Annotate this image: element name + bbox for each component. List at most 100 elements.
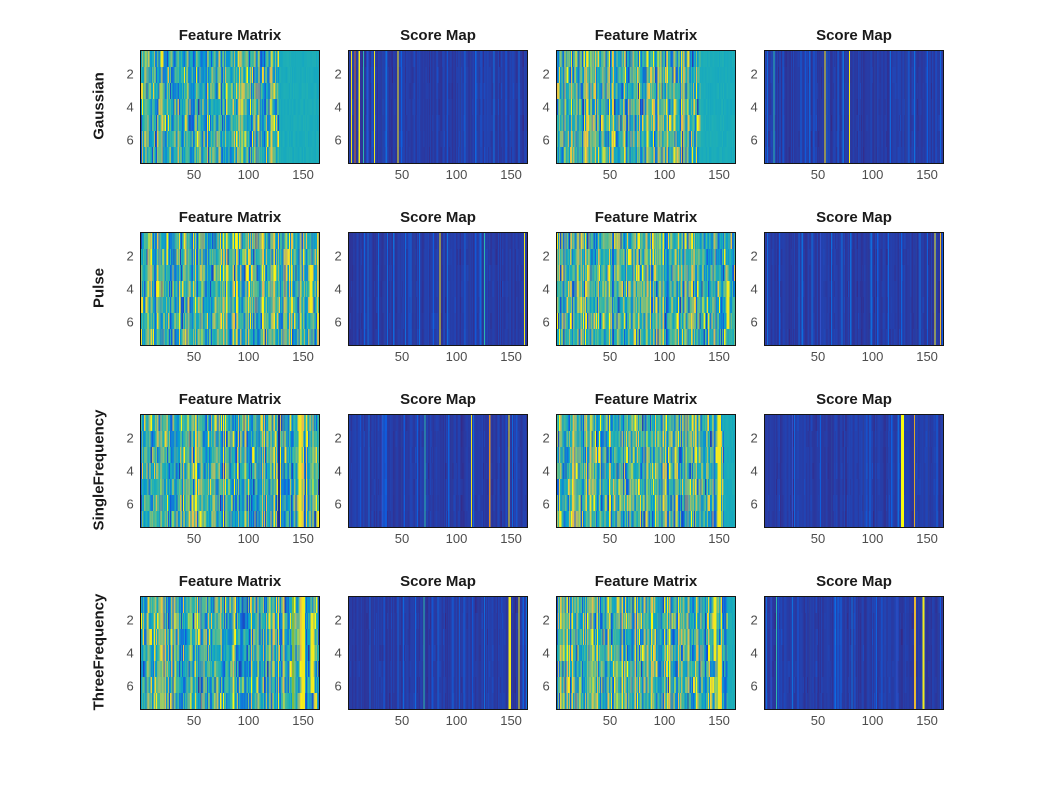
heatmap-axes: [347, 414, 528, 528]
subplot-pulse-feature-matrix-2: Feature Matrix 2 4 6 50 100 150: [528, 208, 736, 366]
x-tick-label: 100: [237, 713, 260, 728]
y-axis-ticks: 2 4 6: [320, 414, 348, 528]
chart-row-gaussian: Gaussian Feature Matrix 2 4 6 50 100 150 Score M…: [86, 26, 944, 184]
y-axis-ticks: 2 4 6: [112, 232, 140, 346]
x-tick-label: 100: [861, 531, 884, 546]
subplot-title: Score Map: [816, 27, 892, 44]
heatmap-axes: [555, 50, 736, 164]
subplot-pulse-score-map-1: Score Map 2 4 6 50 100 150: [320, 208, 528, 366]
x-axis-ticks: 50 100 150: [140, 164, 320, 184]
subplot-body: 2 4 6: [736, 414, 944, 528]
x-tick-label: 50: [810, 349, 826, 364]
subplot-body: 2 4 6: [736, 596, 944, 710]
y-tick-label: 2: [334, 248, 342, 264]
x-axis-ticks: 50 100 150: [348, 346, 528, 366]
y-axis-ticks: 2 4 6: [736, 596, 764, 710]
x-axis-ticks: 50 100 150: [140, 346, 320, 366]
x-tick-label: 100: [653, 713, 676, 728]
row-label-singlefrequency: SingleFrequency: [90, 409, 108, 531]
x-tick-label: 100: [653, 531, 676, 546]
heatmap-axes: [555, 414, 736, 528]
heatmap-canvas: [140, 233, 319, 345]
heatmap-axes: [139, 596, 320, 710]
x-tick-label: 50: [186, 531, 202, 546]
chart-row-pulse: Pulse Feature Matrix 2 4 6 50 100 150 Score Map 2…: [86, 208, 944, 366]
x-tick-label: 50: [394, 713, 410, 728]
x-axis-ticks: 50 100 150: [556, 528, 736, 548]
x-tick-label: 150: [708, 713, 730, 728]
subplot-title: Feature Matrix: [178, 27, 282, 44]
subplot-body: 2 4 6: [112, 596, 320, 710]
x-axis-ticks: 50 100 150: [348, 710, 528, 730]
x-tick-label: 100: [237, 167, 260, 182]
y-tick-label: 4: [334, 645, 342, 661]
chart-row-singlefrequency: SingleFrequency Feature Matrix 2 4 6 50 100 150…: [86, 390, 944, 548]
x-tick-label: 100: [861, 167, 884, 182]
subplot-singlefrequency-feature-matrix-2: Feature Matrix 2 4 6 50 100 150: [528, 390, 736, 548]
chart-row-threefrequency: ThreeFrequency Feature Matrix 2 4 6 50 100 150 S…: [86, 572, 944, 730]
x-tick-label: 50: [394, 349, 410, 364]
row-label-col: Gaussian: [86, 26, 112, 184]
y-tick-label: 6: [750, 132, 758, 148]
y-axis-ticks: 2 4 6: [528, 232, 556, 346]
x-tick-label: 100: [237, 531, 260, 546]
x-tick-label: 150: [708, 167, 730, 182]
y-tick-label: 2: [334, 66, 342, 82]
y-tick-label: 4: [126, 645, 134, 661]
x-axis-ticks: 50 100 150: [556, 164, 736, 184]
subplot-body: 2 4 6: [736, 50, 944, 164]
y-tick-label: 6: [126, 132, 134, 148]
heatmap-canvas: [140, 51, 319, 163]
y-tick-label: 2: [542, 430, 550, 446]
y-tick-label: 4: [126, 99, 134, 115]
row-label-pulse: Pulse: [90, 267, 108, 309]
y-tick-label: 6: [334, 496, 342, 512]
subplot-gaussian-feature-matrix-2: Feature Matrix 2 4 6 50 100 150: [528, 26, 736, 184]
subplot-body: 2 4 6: [320, 50, 528, 164]
subplot-title: Score Map: [400, 573, 476, 590]
subplot-threefrequency-score-map-3: Score Map 2 4 6 50 100 150: [736, 572, 944, 730]
x-tick-label: 150: [916, 713, 938, 728]
x-tick-label: 50: [810, 531, 826, 546]
x-tick-label: 100: [445, 167, 468, 182]
row-label-col: ThreeFrequency: [86, 572, 112, 730]
y-tick-label: 2: [750, 430, 758, 446]
y-tick-label: 6: [542, 496, 550, 512]
y-tick-label: 4: [334, 463, 342, 479]
subplot-body: 2 4 6: [736, 232, 944, 346]
x-tick-label: 100: [237, 349, 260, 364]
subplot-title: Score Map: [400, 391, 476, 408]
heatmap-axes: [347, 50, 528, 164]
y-tick-label: 6: [126, 314, 134, 330]
x-axis-ticks: 50 100 150: [140, 710, 320, 730]
y-axis-ticks: 2 4 6: [112, 414, 140, 528]
y-tick-label: 6: [542, 314, 550, 330]
subplot-body: 2 4 6: [320, 414, 528, 528]
heatmap-canvas: [348, 233, 527, 345]
heatmap-canvas: [764, 597, 943, 709]
subplot-title: Score Map: [816, 573, 892, 590]
x-tick-label: 100: [445, 349, 468, 364]
row-label-gaussian: Gaussian: [90, 72, 108, 140]
x-axis-ticks: 50 100 150: [764, 710, 944, 730]
subplot-title: Feature Matrix: [594, 209, 698, 226]
subplot-body: 2 4 6: [528, 414, 736, 528]
y-tick-label: 2: [126, 248, 134, 264]
subplot-singlefrequency-score-map-1: Score Map 2 4 6 50 100 150: [320, 390, 528, 548]
y-axis-ticks: 2 4 6: [736, 414, 764, 528]
x-axis-ticks: 50 100 150: [140, 528, 320, 548]
x-tick-label: 150: [500, 167, 522, 182]
x-axis-ticks: 50 100 150: [556, 346, 736, 366]
y-tick-label: 6: [334, 132, 342, 148]
y-tick-label: 2: [126, 430, 134, 446]
x-tick-label: 100: [445, 713, 468, 728]
heatmap-canvas: [764, 51, 943, 163]
x-tick-label: 100: [653, 167, 676, 182]
y-tick-label: 4: [334, 281, 342, 297]
heatmap-axes: [763, 232, 944, 346]
row-label-threefrequency: ThreeFrequency: [90, 593, 108, 711]
x-axis-ticks: 50 100 150: [764, 164, 944, 184]
y-axis-ticks: 2 4 6: [320, 50, 348, 164]
subplot-body: 2 4 6: [112, 414, 320, 528]
subplot-title: Feature Matrix: [594, 391, 698, 408]
